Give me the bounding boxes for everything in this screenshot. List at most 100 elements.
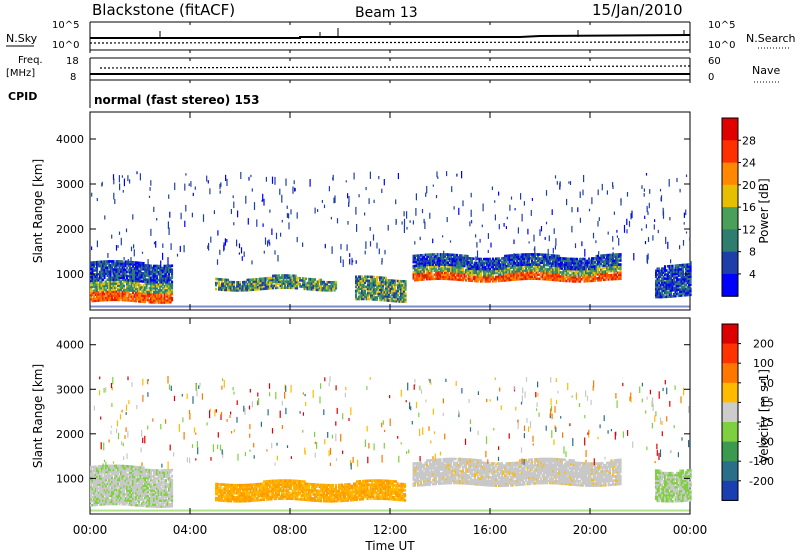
power-echo-cell bbox=[132, 279, 135, 282]
power-echo-cell bbox=[109, 270, 112, 273]
power-scatter-cell bbox=[355, 206, 357, 215]
power-echo-cell bbox=[135, 293, 138, 297]
power-echo-cell bbox=[659, 287, 662, 291]
power-echo-cell bbox=[362, 297, 365, 301]
power-echo-cell bbox=[525, 271, 528, 274]
power-echo-cell bbox=[606, 258, 609, 261]
power-echo-cell bbox=[291, 282, 294, 286]
power-echo-cell bbox=[465, 268, 468, 272]
power-echo-cell bbox=[511, 274, 514, 277]
power-echo-cell bbox=[163, 270, 166, 274]
nsky-tick-bottom: 10^0 bbox=[52, 40, 79, 51]
power-echo-cell bbox=[546, 259, 549, 263]
power-echo-cell bbox=[398, 298, 401, 301]
power-echo-cell bbox=[108, 278, 111, 281]
power-echo-cell bbox=[111, 288, 114, 291]
power-echo-cell bbox=[414, 256, 417, 260]
power-echo-cell bbox=[679, 274, 682, 277]
power-echo-cell bbox=[227, 280, 230, 284]
power-echo-cell bbox=[612, 277, 615, 281]
power-scatter-cell bbox=[491, 186, 493, 190]
power-echo-cell bbox=[490, 263, 493, 267]
power-echo-cell bbox=[688, 263, 691, 266]
power-echo-cell bbox=[668, 283, 671, 286]
power-echo-cell bbox=[502, 263, 505, 266]
power-echo-cell bbox=[523, 269, 526, 272]
power-echo-cell bbox=[355, 289, 358, 293]
power-echo-cell bbox=[272, 276, 275, 280]
power-echo-cell bbox=[120, 270, 123, 273]
velocity-echo-cell bbox=[156, 495, 159, 498]
power-echo-cell bbox=[282, 278, 285, 281]
power-echo-cell bbox=[169, 286, 172, 290]
power-echo-cell bbox=[249, 280, 252, 284]
power-echo-cell bbox=[480, 257, 483, 261]
power-echo-cell bbox=[132, 289, 135, 292]
power-echo-cell bbox=[142, 288, 145, 291]
velocity-echo-cell bbox=[129, 495, 132, 498]
power-echo-cell bbox=[612, 263, 615, 267]
power-scatter-cell bbox=[498, 224, 500, 230]
power-echo-cell bbox=[447, 277, 450, 281]
power-echo-cell bbox=[442, 277, 445, 280]
power-echo-cell bbox=[438, 267, 441, 270]
power-echo-cell bbox=[501, 279, 504, 282]
power-echo-cell bbox=[219, 286, 222, 289]
power-echo-cell bbox=[168, 296, 171, 300]
power-scatter-cell bbox=[453, 206, 455, 210]
velocity-echo-cell bbox=[127, 477, 130, 480]
power-echo-cell bbox=[314, 284, 317, 287]
power-echo-cell bbox=[489, 278, 492, 281]
power-echo-cell bbox=[215, 287, 218, 291]
power-echo-cell bbox=[520, 263, 523, 267]
power-echo-cell bbox=[462, 260, 465, 264]
power-echo-cell bbox=[382, 280, 385, 284]
power-echo-cell bbox=[688, 291, 691, 295]
power-echo-cell bbox=[330, 283, 333, 286]
power-echo-cell bbox=[243, 280, 246, 284]
power-echo-cell bbox=[386, 289, 389, 292]
power-echo-cell bbox=[123, 274, 126, 278]
velocity-echo-cell bbox=[118, 490, 121, 494]
power-echo-cell bbox=[498, 267, 501, 270]
velocity-echo-cell bbox=[90, 477, 93, 481]
power-echo-cell bbox=[162, 266, 165, 270]
power-echo-cell bbox=[233, 287, 236, 290]
power-echo-cell bbox=[142, 290, 145, 293]
power-echo-cell bbox=[540, 271, 543, 275]
power-scatter-cell bbox=[616, 235, 618, 238]
power-echo-cell bbox=[510, 258, 513, 261]
velocity-echo-cell bbox=[138, 496, 141, 499]
power-echo-cell bbox=[447, 261, 450, 264]
power-echo-cell bbox=[362, 287, 365, 291]
velocity-echo-cell bbox=[130, 483, 133, 486]
power-echo-cell bbox=[507, 264, 510, 268]
power-echo-cell bbox=[94, 289, 97, 292]
power-echo-cell bbox=[573, 265, 576, 269]
power-echo-cell bbox=[475, 267, 478, 271]
power-echo-cell bbox=[154, 278, 157, 282]
power-echo-cell bbox=[496, 257, 499, 260]
power-echo-cell bbox=[224, 280, 227, 284]
power-echo-cell bbox=[368, 291, 371, 295]
power-echo-cell bbox=[456, 266, 459, 269]
power-echo-cell bbox=[267, 276, 270, 280]
power-echo-cell bbox=[679, 270, 682, 273]
power-echo-cell bbox=[160, 268, 163, 272]
power-echo-cell bbox=[389, 299, 392, 303]
velocity-echo-cell bbox=[105, 492, 108, 496]
power-echo-cell bbox=[429, 267, 432, 271]
power-echo-cell bbox=[531, 261, 534, 264]
power-echo-cell bbox=[453, 273, 456, 277]
velocity-echo-cell bbox=[215, 486, 218, 490]
power-echo-cell bbox=[671, 272, 674, 276]
velocity-echo-cell bbox=[147, 478, 150, 482]
power-scatter-cell bbox=[233, 201, 235, 209]
power-echo-cell bbox=[115, 296, 118, 300]
power-echo-cell bbox=[447, 255, 450, 258]
power-echo-cell bbox=[145, 296, 148, 300]
velocity-echo-cell bbox=[90, 469, 93, 473]
power-echo-cell bbox=[169, 264, 172, 268]
power-echo-cell bbox=[117, 274, 120, 277]
